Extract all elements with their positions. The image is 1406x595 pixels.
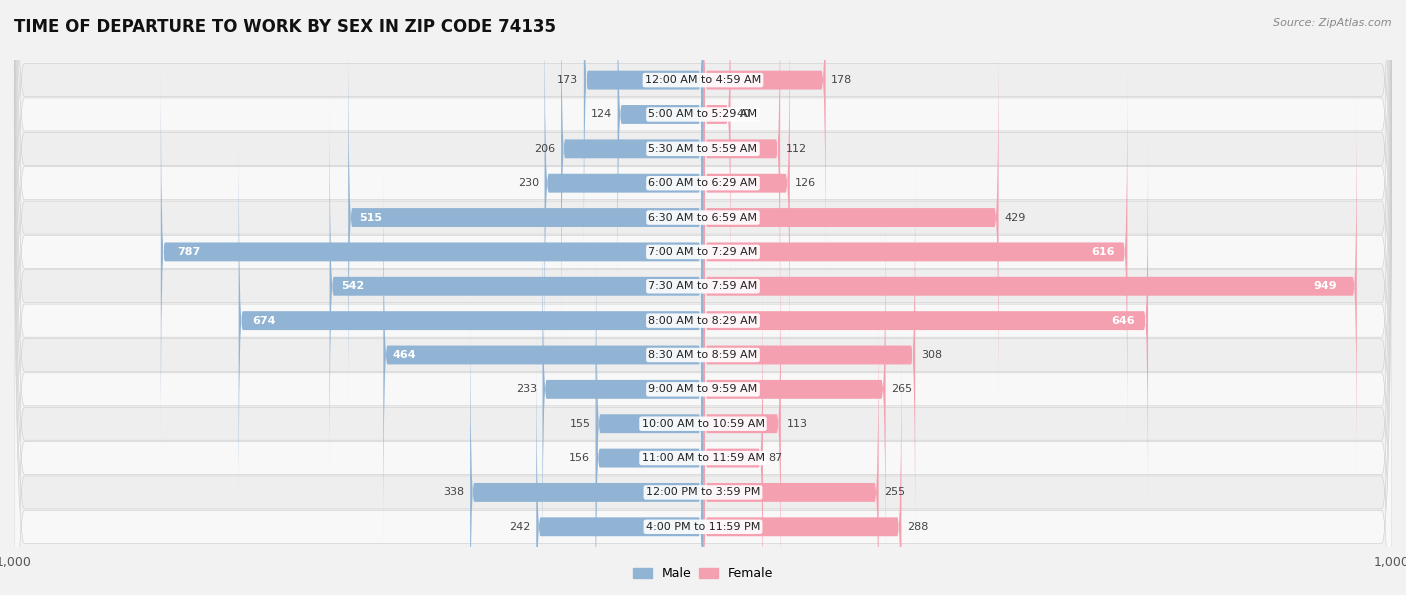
FancyBboxPatch shape — [14, 0, 1392, 595]
Text: 6:00 AM to 6:29 AM: 6:00 AM to 6:29 AM — [648, 178, 758, 188]
Text: 178: 178 — [831, 75, 852, 85]
Text: 4:00 PM to 11:59 PM: 4:00 PM to 11:59 PM — [645, 522, 761, 532]
FancyBboxPatch shape — [470, 296, 703, 595]
FancyBboxPatch shape — [703, 0, 731, 311]
Text: 156: 156 — [569, 453, 591, 463]
FancyBboxPatch shape — [536, 330, 703, 595]
FancyBboxPatch shape — [703, 55, 1128, 449]
Text: 112: 112 — [786, 144, 807, 154]
Text: 87: 87 — [769, 453, 783, 463]
Text: 255: 255 — [884, 487, 905, 497]
Text: 11:00 AM to 11:59 AM: 11:00 AM to 11:59 AM — [641, 453, 765, 463]
FancyBboxPatch shape — [703, 0, 790, 380]
FancyBboxPatch shape — [14, 0, 1392, 595]
FancyBboxPatch shape — [583, 0, 703, 277]
Text: 265: 265 — [891, 384, 912, 394]
FancyBboxPatch shape — [14, 0, 1392, 595]
FancyBboxPatch shape — [329, 90, 703, 483]
Text: 12:00 PM to 3:59 PM: 12:00 PM to 3:59 PM — [645, 487, 761, 497]
FancyBboxPatch shape — [544, 0, 703, 380]
Text: 308: 308 — [921, 350, 942, 360]
Text: 126: 126 — [796, 178, 817, 188]
Text: 616: 616 — [1091, 247, 1115, 257]
FancyBboxPatch shape — [14, 0, 1392, 595]
FancyBboxPatch shape — [617, 0, 703, 311]
Text: 542: 542 — [340, 281, 364, 292]
FancyBboxPatch shape — [596, 227, 703, 595]
FancyBboxPatch shape — [14, 0, 1392, 595]
FancyBboxPatch shape — [349, 21, 703, 414]
FancyBboxPatch shape — [703, 227, 780, 595]
Text: 10:00 AM to 10:59 AM: 10:00 AM to 10:59 AM — [641, 419, 765, 429]
Text: 8:30 AM to 8:59 AM: 8:30 AM to 8:59 AM — [648, 350, 758, 360]
Text: 787: 787 — [177, 247, 200, 257]
Text: 242: 242 — [509, 522, 531, 532]
FancyBboxPatch shape — [14, 0, 1392, 595]
FancyBboxPatch shape — [703, 296, 879, 595]
Text: TIME OF DEPARTURE TO WORK BY SEX IN ZIP CODE 74135: TIME OF DEPARTURE TO WORK BY SEX IN ZIP … — [14, 18, 555, 36]
FancyBboxPatch shape — [160, 55, 703, 449]
FancyBboxPatch shape — [703, 21, 998, 414]
FancyBboxPatch shape — [703, 330, 901, 595]
FancyBboxPatch shape — [703, 124, 1149, 517]
Text: 230: 230 — [517, 178, 538, 188]
FancyBboxPatch shape — [543, 193, 703, 586]
FancyBboxPatch shape — [703, 193, 886, 586]
Text: 173: 173 — [557, 75, 578, 85]
FancyBboxPatch shape — [561, 0, 703, 346]
Text: 288: 288 — [907, 522, 928, 532]
Text: 8:00 AM to 8:29 AM: 8:00 AM to 8:29 AM — [648, 315, 758, 325]
Text: 9:00 AM to 9:59 AM: 9:00 AM to 9:59 AM — [648, 384, 758, 394]
FancyBboxPatch shape — [703, 0, 780, 346]
FancyBboxPatch shape — [384, 158, 703, 552]
Text: 12:00 AM to 4:59 AM: 12:00 AM to 4:59 AM — [645, 75, 761, 85]
Legend: Male, Female: Male, Female — [628, 562, 778, 585]
FancyBboxPatch shape — [239, 124, 703, 517]
Text: 464: 464 — [392, 350, 416, 360]
FancyBboxPatch shape — [14, 0, 1392, 595]
Text: 429: 429 — [1004, 212, 1025, 223]
FancyBboxPatch shape — [14, 0, 1392, 595]
Text: 5:30 AM to 5:59 AM: 5:30 AM to 5:59 AM — [648, 144, 758, 154]
Text: 646: 646 — [1111, 315, 1135, 325]
Text: Source: ZipAtlas.com: Source: ZipAtlas.com — [1274, 18, 1392, 28]
Text: 206: 206 — [534, 144, 555, 154]
FancyBboxPatch shape — [14, 0, 1392, 579]
Text: 338: 338 — [443, 487, 464, 497]
Text: 7:00 AM to 7:29 AM: 7:00 AM to 7:29 AM — [648, 247, 758, 257]
Text: 515: 515 — [359, 212, 382, 223]
Text: 674: 674 — [253, 315, 276, 325]
Text: 6:30 AM to 6:59 AM: 6:30 AM to 6:59 AM — [648, 212, 758, 223]
Text: 155: 155 — [569, 419, 591, 429]
FancyBboxPatch shape — [14, 0, 1392, 595]
FancyBboxPatch shape — [14, 0, 1392, 595]
FancyBboxPatch shape — [703, 261, 763, 595]
Text: 7:30 AM to 7:59 AM: 7:30 AM to 7:59 AM — [648, 281, 758, 292]
Text: 113: 113 — [786, 419, 807, 429]
Text: 233: 233 — [516, 384, 537, 394]
FancyBboxPatch shape — [703, 90, 1357, 483]
FancyBboxPatch shape — [596, 261, 703, 595]
Text: 5:00 AM to 5:29 AM: 5:00 AM to 5:29 AM — [648, 109, 758, 120]
FancyBboxPatch shape — [703, 0, 825, 277]
FancyBboxPatch shape — [703, 158, 915, 552]
Text: 949: 949 — [1313, 281, 1337, 292]
Text: 124: 124 — [591, 109, 612, 120]
FancyBboxPatch shape — [14, 0, 1392, 595]
Text: 40: 40 — [737, 109, 751, 120]
FancyBboxPatch shape — [14, 0, 1392, 595]
FancyBboxPatch shape — [14, 28, 1392, 595]
